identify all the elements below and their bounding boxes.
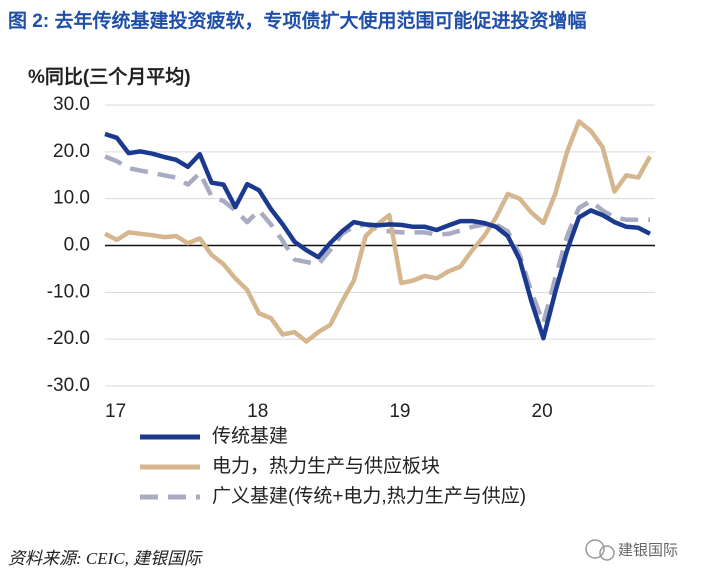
legend-label: 广义基建(传统+电力,热力生产与供应) [212, 485, 526, 507]
watermark: 建银国际 [618, 542, 678, 559]
y-tick-label: 20.0 [53, 141, 90, 162]
legend-label: 电力，热力生产与供应板块 [212, 455, 440, 477]
y-tick-label: -30.0 [47, 375, 90, 396]
x-tick-label: 20 [532, 401, 553, 422]
legend-label: 传统基建 [212, 425, 288, 447]
x-tick-label: 17 [105, 401, 126, 422]
y-tick-label: 0.0 [64, 235, 90, 256]
y-tick-label: -20.0 [47, 328, 90, 349]
series-line [104, 154, 650, 326]
x-tick-label: 19 [389, 401, 410, 422]
y-tick-label: 10.0 [53, 188, 90, 209]
series-line [104, 131, 652, 341]
chart-title: 图 2: 去年传统基建投资疲软，专项债扩大使用范围可能促进投资增幅 [8, 9, 586, 32]
y-axis-label: %同比(三个月平均) [28, 65, 191, 88]
source: 资料来源: CEIC, 建银国际 [8, 549, 203, 568]
watermark-icon [585, 539, 615, 561]
y-tick-label: 30.0 [53, 94, 90, 115]
y-tick-label: -10.0 [47, 281, 90, 302]
x-tick-label: 18 [247, 401, 268, 422]
